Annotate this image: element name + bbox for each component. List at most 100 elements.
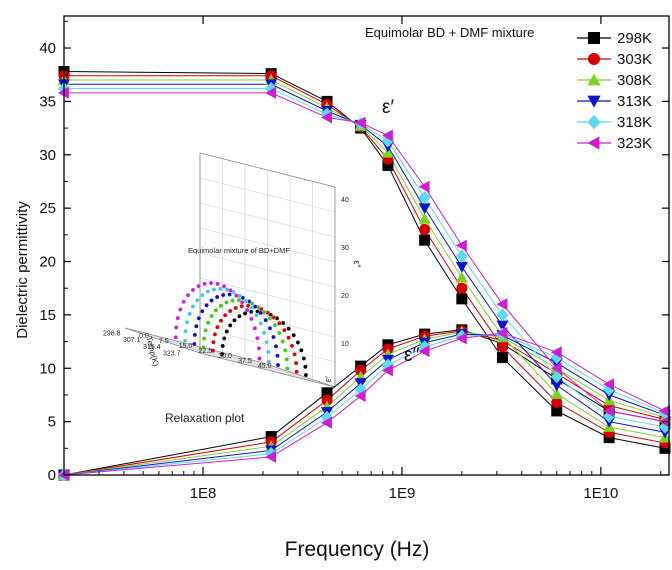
inset-point bbox=[232, 318, 237, 323]
point-303K-eps_double_prime bbox=[321, 394, 333, 406]
inset-eps-double-prime-axis-label: ε′′ bbox=[352, 260, 362, 268]
inset-point bbox=[295, 340, 301, 345]
inset-box-edge bbox=[259, 361, 336, 388]
inset-point bbox=[182, 338, 188, 343]
inset-point bbox=[212, 332, 218, 337]
inset-point bbox=[184, 319, 190, 325]
legend-label: 318K bbox=[617, 114, 652, 131]
inset-point bbox=[187, 311, 192, 317]
inset-point bbox=[213, 308, 219, 313]
inset-point bbox=[284, 357, 290, 362]
inset-eps-prime-tick: 0.0 bbox=[139, 333, 149, 340]
inset-box-edge bbox=[199, 352, 336, 388]
plot-frame bbox=[63, 15, 670, 476]
inset-point bbox=[218, 318, 224, 323]
inset-point bbox=[280, 339, 285, 344]
legend-marker bbox=[587, 114, 601, 130]
legend-marker bbox=[588, 53, 600, 65]
inset-point bbox=[258, 310, 263, 316]
inset-point bbox=[286, 326, 291, 331]
inset-eps-prime-tick: 45.0 bbox=[258, 363, 272, 370]
inset-point bbox=[215, 281, 220, 287]
inset-point bbox=[252, 304, 258, 309]
point-323K-eps_double_prime bbox=[320, 416, 332, 429]
point-313K-eps_prime bbox=[418, 203, 431, 215]
inset-point bbox=[271, 315, 276, 320]
legend-marker bbox=[587, 136, 600, 150]
inset-point bbox=[266, 359, 271, 365]
y-tick-label: 40 bbox=[39, 40, 56, 57]
inset-point bbox=[221, 284, 227, 289]
inset-point bbox=[210, 348, 216, 353]
inset-point bbox=[265, 349, 271, 355]
inset-point bbox=[254, 312, 259, 318]
point-308K-eps_prime bbox=[455, 271, 468, 283]
eps-double-prime-label: ε′′ bbox=[404, 345, 420, 366]
x-axis-label: Frequency (Hz) bbox=[285, 538, 430, 561]
point-318K-eps_prime bbox=[455, 249, 468, 263]
inset-point bbox=[263, 317, 268, 323]
point-323K-eps_prime bbox=[496, 298, 508, 311]
point-323K-eps_double_prime bbox=[265, 450, 277, 463]
y-tick-label: 0 bbox=[48, 467, 56, 484]
inset-point bbox=[192, 341, 197, 347]
inset-eps-prime-tick: 22.5 bbox=[199, 348, 213, 355]
point-298K-eps_prime bbox=[382, 159, 394, 171]
inset-grid-line bbox=[199, 327, 336, 363]
point-323K-eps_prime bbox=[603, 404, 615, 418]
inset-grid-line bbox=[139, 332, 276, 368]
inset-point bbox=[275, 353, 280, 358]
inset-point bbox=[211, 287, 217, 292]
x-tick-label: 1E8 bbox=[190, 485, 217, 502]
inset-point bbox=[244, 307, 250, 313]
point-323K-eps_double_prime bbox=[418, 345, 430, 358]
point-323K-eps_prime bbox=[265, 86, 277, 99]
inset-point bbox=[221, 336, 227, 341]
inset-point bbox=[285, 366, 290, 371]
point-323K-eps_prime bbox=[381, 129, 393, 142]
inset-point bbox=[262, 309, 267, 315]
inset-eps-double-prime-tick: 40 bbox=[341, 197, 349, 204]
legend-marker bbox=[587, 73, 601, 86]
inset-point bbox=[175, 315, 180, 321]
point-323K-eps_double_prime bbox=[496, 326, 508, 340]
eps-prime-label: ε′ bbox=[382, 97, 394, 118]
inset-point bbox=[264, 339, 269, 345]
legend-entry-303K: 303K bbox=[577, 51, 652, 68]
inset-point bbox=[222, 313, 228, 318]
inset-point bbox=[220, 343, 225, 349]
inset-eps-prime-axis-label: ε′ bbox=[323, 375, 334, 383]
inset-point bbox=[258, 321, 263, 326]
inset-arc-308K bbox=[201, 297, 290, 371]
inset-point bbox=[201, 345, 206, 350]
point-313K-eps_prime bbox=[550, 380, 563, 392]
inset-point bbox=[185, 292, 191, 298]
legend-label: 313K bbox=[617, 93, 652, 110]
point-323K-eps_double_prime bbox=[658, 404, 670, 418]
inset-point bbox=[267, 326, 273, 331]
inset-point bbox=[273, 344, 279, 349]
point-298K-eps_prime bbox=[419, 234, 431, 246]
inset-point bbox=[267, 315, 273, 321]
inset-title: Equimolar mixture of BD+DMF bbox=[188, 246, 290, 255]
inset-arc-318K bbox=[182, 286, 271, 365]
inset-arc-323K bbox=[173, 280, 262, 361]
inset-grid-line bbox=[199, 202, 336, 238]
inset-point bbox=[286, 335, 291, 341]
legend-label: 323K bbox=[617, 135, 652, 152]
point-318K-eps_double_prime bbox=[381, 358, 394, 372]
inset-point bbox=[257, 356, 262, 361]
legend-marker bbox=[588, 32, 600, 44]
inset-point bbox=[215, 324, 220, 330]
point-323K-eps_double_prime bbox=[354, 389, 366, 403]
x-tick-label: 1E9 bbox=[389, 485, 416, 502]
inset-point bbox=[192, 332, 198, 338]
inset-grid-line bbox=[184, 347, 321, 383]
point-303K-eps_prime bbox=[456, 282, 468, 294]
inset-point bbox=[196, 316, 202, 321]
inset-point bbox=[205, 320, 211, 325]
inset-point bbox=[218, 303, 224, 308]
y-tick-label: 25 bbox=[39, 200, 56, 217]
inset-point bbox=[200, 292, 205, 298]
